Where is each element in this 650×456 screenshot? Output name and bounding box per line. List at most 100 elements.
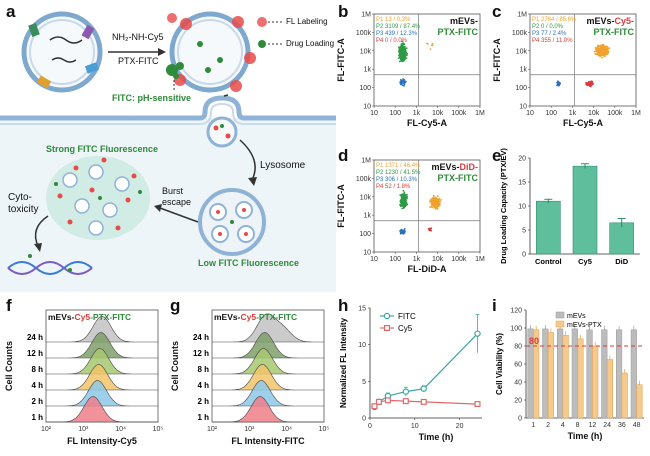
- event-dot: [399, 78, 402, 81]
- event-dot: [401, 207, 403, 210]
- event-dot: [405, 47, 408, 50]
- event-dot: [597, 47, 600, 50]
- event-dot: [402, 195, 405, 197]
- event-dot: [603, 51, 606, 54]
- x-tick-label: 10: [370, 256, 378, 263]
- bar-did: [609, 222, 634, 255]
- y-tick-label: 100: [515, 85, 527, 92]
- legend-label: Cy5: [398, 324, 413, 333]
- cell-membrane-top: [0, 95, 336, 121]
- plot-title: mEVs-Cy5-PTX-FITC: [48, 312, 131, 322]
- lysosome-label: Lysosome: [260, 160, 306, 171]
- event-dot: [400, 52, 403, 55]
- point-cy5: [384, 397, 391, 404]
- legend-label: mEVs-PTX: [567, 322, 602, 329]
- x-tick-label: 1M: [475, 110, 485, 117]
- event-dot: [400, 83, 403, 86]
- event-dot: [435, 206, 438, 208]
- event-dot: [399, 80, 402, 83]
- y-axis-label: Cell Counts: [4, 341, 14, 391]
- series-label: 4 h: [197, 381, 209, 390]
- series-label: 24 h: [27, 333, 43, 342]
- event-dot: [402, 200, 405, 203]
- bar-mevs-ptx: [621, 372, 628, 419]
- plot-title: mEVs-Cy5-PTX-FITC: [214, 312, 297, 322]
- event-dot: [429, 227, 432, 230]
- x-tick-label: 20: [456, 423, 464, 430]
- legend-fl-label: FL Labeling: [286, 17, 328, 26]
- panel-label-c: c: [492, 2, 502, 21]
- event-dot: [399, 199, 402, 202]
- panel-label-d: d: [338, 146, 349, 165]
- burst-line2: escape: [162, 197, 192, 207]
- histogram-trace: [46, 316, 158, 343]
- x-tick-label: 2: [546, 422, 550, 429]
- histogram-f: 24 h 12 h 8 h 4 h 2 h 1 h 10² 10³ 10⁴ 10⁵ FL Inten…: [4, 309, 163, 446]
- y-tick-label: 1k: [364, 213, 372, 220]
- gate-stat-p4: P4 52 / 1.8%: [376, 184, 411, 190]
- event-dot: [557, 84, 560, 86]
- x-tick-label: 10: [526, 110, 534, 117]
- x-axis-label: FL-DiD-A: [408, 264, 447, 274]
- y-tick-label: 15: [358, 306, 366, 313]
- y-tick-label: 1M: [517, 12, 527, 19]
- y-tick-label: 5: [362, 379, 366, 386]
- point-cy5: [474, 401, 481, 408]
- histogram-trace: [46, 396, 158, 423]
- x-tick-label: 10⁴: [115, 426, 126, 433]
- event-dot: [595, 48, 597, 51]
- legend-marker: [383, 325, 390, 332]
- event-dot: [601, 48, 604, 51]
- event-dot: [596, 53, 599, 56]
- event-dot: [599, 49, 602, 51]
- series-label: 1 h: [31, 413, 43, 422]
- y-tick-label: 120: [510, 308, 522, 315]
- legend-label: FITC: [398, 312, 416, 321]
- event-dot: [600, 53, 602, 56]
- y-tick-label: 20: [518, 156, 526, 163]
- event-dot: [402, 190, 405, 192]
- gate-stat-p1: P1 1371 / 46.4%: [376, 163, 421, 169]
- event-dot: [398, 51, 401, 54]
- event-dot: [436, 208, 439, 210]
- y-tick-label: 1M: [361, 12, 371, 19]
- histogram-trace: [212, 332, 324, 359]
- x-tick-label: 12: [588, 422, 596, 429]
- event-dot: [589, 81, 592, 83]
- series-label: 8 h: [197, 365, 209, 374]
- event-dot: [597, 44, 600, 47]
- y-tick-label: 100k: [512, 30, 528, 37]
- x-axis-label: FL Intensity-FITC: [231, 436, 305, 446]
- point-cy5: [420, 398, 427, 405]
- cy5-molecule: [167, 13, 177, 23]
- x-axis-label: FL-Cy5-A: [563, 118, 603, 128]
- panel-label-f: f: [6, 296, 12, 315]
- x-tick-label: 1k: [413, 110, 421, 117]
- plot-frame: [373, 13, 481, 107]
- y-tick-label: 100: [510, 326, 522, 333]
- plot-title: mEVs-Cy5-: [586, 16, 634, 26]
- x-tick-label: 1k: [569, 110, 577, 117]
- event-dot: [593, 50, 596, 53]
- arrow-toxicity: [34, 215, 49, 247]
- gate-stat-p3: P3 77 / 2.4%: [532, 31, 567, 37]
- event-dot: [585, 82, 588, 85]
- burst-line1: Burst: [162, 186, 184, 196]
- event-dot: [401, 40, 403, 43]
- x-tick-label: 100: [389, 110, 401, 117]
- reference-label: 80: [529, 336, 539, 346]
- y-axis-label: Normalized FL Intensity: [339, 317, 348, 408]
- panel-label-a: a: [6, 2, 16, 21]
- event-dot: [604, 50, 606, 52]
- event-dot: [433, 196, 436, 199]
- bar-mevs-ptx: [577, 338, 584, 419]
- bar-mevs: [557, 328, 564, 419]
- y-tick-label: 60: [514, 362, 522, 369]
- event-dot: [599, 55, 601, 57]
- x-tick-label: 1k: [413, 256, 421, 263]
- bar-mevs-ptx: [606, 359, 613, 419]
- event-dot: [399, 205, 402, 208]
- event-dot: [399, 231, 402, 234]
- y-tick-label: 10: [519, 104, 527, 111]
